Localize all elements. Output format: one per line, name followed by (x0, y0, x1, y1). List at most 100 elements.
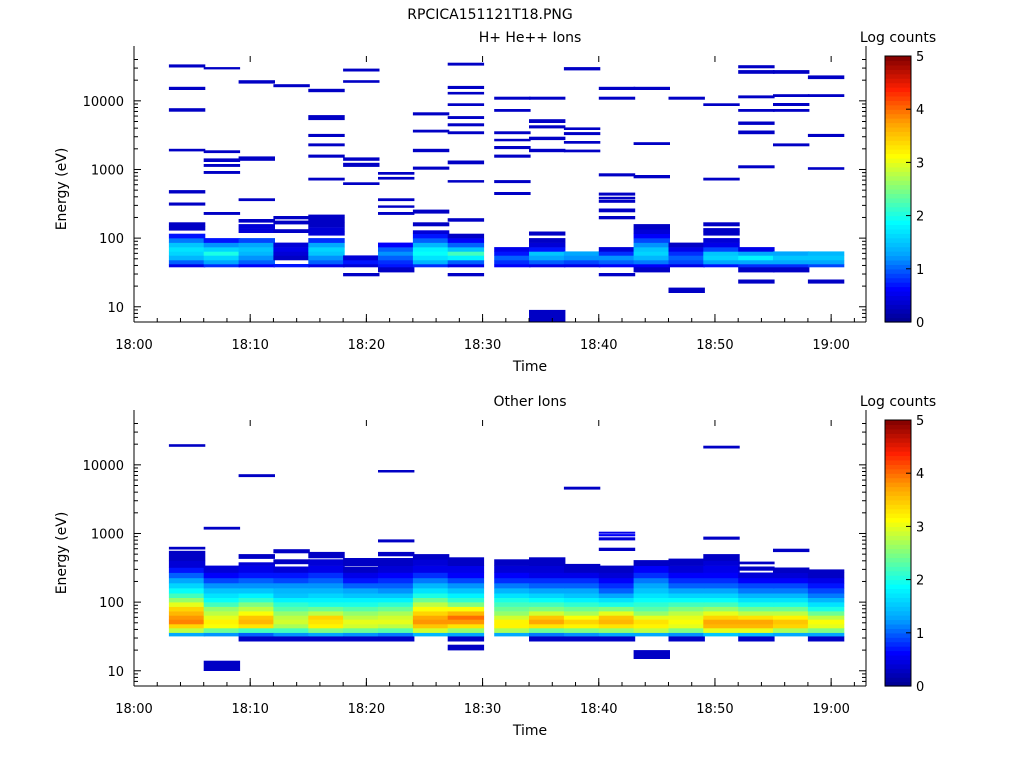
heatmap-cell (378, 611, 415, 616)
heatmap-cell (773, 611, 810, 616)
heatmap-cell (343, 162, 380, 167)
heatmap-cell (807, 75, 845, 80)
heatmap-cell (529, 309, 566, 323)
heatmap-cell (598, 572, 636, 579)
heatmap-cell (529, 583, 566, 589)
panel-title: Other Ions (493, 394, 566, 410)
heatmap-cell (447, 557, 485, 566)
heatmap-cell (563, 486, 601, 490)
heatmap-cell (563, 251, 601, 256)
heatmap-cell (308, 632, 345, 637)
x-tick-label: 18:50 (696, 702, 733, 717)
heatmap-cell (807, 632, 845, 637)
colorbar-segment (885, 473, 911, 479)
heatmap-cell (598, 597, 636, 603)
heatmap-cell (494, 572, 531, 579)
colorbar-tick-label: 4 (916, 103, 924, 118)
colorbar-segment (885, 575, 911, 581)
heatmap-cell (203, 602, 241, 607)
heatmap-cell (447, 628, 485, 633)
colorbar-segment (885, 459, 911, 465)
colorbar-segment (885, 437, 911, 443)
colorbar-segment (885, 299, 911, 305)
heatmap-cell (203, 619, 241, 625)
heatmap-cell (668, 632, 705, 637)
heatmap-cell (343, 182, 380, 185)
heatmap-cell (703, 242, 740, 248)
heatmap-cell (668, 242, 705, 248)
heatmap-cell (494, 583, 531, 589)
heatmap-cell (203, 572, 241, 579)
heatmap-cell (529, 593, 566, 598)
heatmap-cell (412, 602, 450, 607)
colorbar-segment (885, 597, 911, 603)
heatmap-cell (238, 238, 275, 243)
x-tick-label: 18:00 (115, 702, 152, 717)
heatmap-cell (308, 154, 345, 158)
heatmap-cell (343, 615, 380, 620)
heatmap-cell (773, 109, 810, 112)
colorbar-segment (885, 286, 911, 292)
heatmap-cell (738, 561, 775, 565)
heatmap-cell (168, 251, 206, 256)
heatmap-cell (807, 255, 845, 261)
heatmap-cell (738, 95, 775, 99)
heatmap-cell (308, 247, 345, 252)
heatmap-cell (447, 218, 485, 222)
heatmap-cell (773, 578, 810, 584)
colorbar-segment (885, 668, 911, 674)
heatmap-cell (703, 554, 740, 562)
colorbar-segment (885, 95, 911, 101)
heatmap-cell (238, 251, 275, 256)
heatmap-cell (412, 166, 450, 170)
colorbar-segment (885, 557, 911, 563)
heatmap-cell (773, 548, 810, 553)
heatmap-cell (378, 632, 415, 637)
heatmap-cell (668, 628, 705, 633)
colorbar-segment (885, 464, 911, 470)
heatmap-cell (738, 260, 775, 265)
heatmap-cell (412, 565, 450, 573)
heatmap-cell (633, 619, 670, 625)
heatmap-cell (378, 205, 415, 208)
heatmap-cell (238, 219, 275, 223)
heatmap-cell (447, 123, 485, 127)
heatmap-cell (598, 251, 636, 256)
heatmap-cell (447, 611, 485, 616)
x-tick-label: 18:50 (696, 338, 733, 353)
heatmap-cell (703, 103, 740, 106)
heatmap-cell (447, 588, 485, 594)
heatmap-cell (598, 606, 636, 612)
heatmap-cell (529, 242, 566, 248)
heatmap-cell (633, 578, 670, 584)
heatmap-cell (633, 615, 670, 620)
heatmap-cell (273, 566, 310, 573)
heatmap-cell (668, 624, 705, 629)
heatmap-cell (378, 606, 415, 612)
colorbar-segment (885, 424, 911, 430)
heatmap-cell (412, 129, 450, 133)
heatmap-cell (447, 615, 485, 620)
heatmap-cell (343, 578, 380, 584)
heatmap-cell (378, 260, 415, 265)
colorbar-segment (885, 184, 911, 190)
heatmap-cell (668, 615, 705, 620)
heatmap-cell (703, 222, 740, 227)
colorbar-segment (885, 131, 911, 137)
heatmap-cell (529, 125, 566, 129)
heatmap-cell (598, 632, 636, 637)
heatmap-cell (633, 238, 670, 243)
heatmap-cell (203, 588, 241, 594)
heatmap-cell (273, 628, 310, 633)
heatmap-cell (807, 619, 845, 625)
colorbar-segment (885, 646, 911, 652)
heatmap-cell (447, 255, 485, 261)
heatmap-cell (168, 255, 206, 261)
heatmap-cell (494, 131, 531, 135)
y-tick-label: 100 (99, 596, 124, 611)
colorbar-segment (885, 295, 911, 301)
heatmap-cell (668, 597, 705, 603)
heatmap-cell (308, 606, 345, 612)
colorbar-tick-label: 1 (916, 263, 924, 278)
